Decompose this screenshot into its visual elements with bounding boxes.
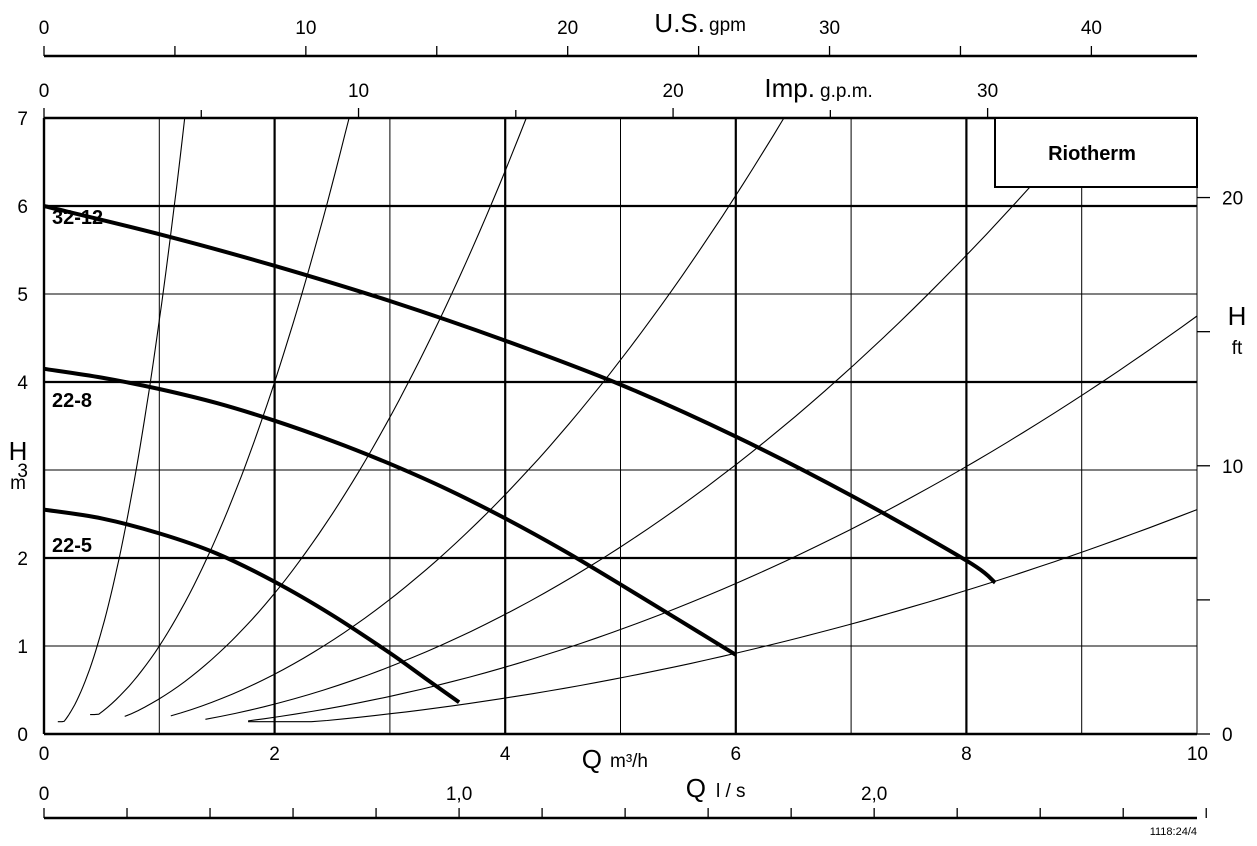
system-curve-7 <box>248 509 1198 723</box>
right-tick-label-10: 10 <box>1222 457 1243 478</box>
x-tick-label-8: 8 <box>961 744 972 765</box>
curve-label-22-5: 22-5 <box>52 535 92 557</box>
x-tick-label-0: 0 <box>39 744 50 765</box>
imp-gpm-tick-label-10: 10 <box>348 81 369 102</box>
imp-gpm-tick-label-20: 20 <box>663 81 684 102</box>
pump-curve-22-5 <box>43 507 461 704</box>
y-axis-label: H <box>9 436 28 466</box>
bottom-axis-ls-unit: l / s <box>716 781 746 802</box>
ls-tick-label-0: 0 <box>39 784 50 805</box>
y-axis-unit: m <box>10 473 26 494</box>
imp-gpm-tick-label-30: 30 <box>977 81 998 102</box>
brand-box: Riotherm <box>994 117 1198 188</box>
top-axis-imp-label: Imp. <box>764 73 815 103</box>
y-tick-label-3: 3 <box>17 461 28 482</box>
system-curve-2 <box>90 117 350 716</box>
reference-code: 1118:24/4 <box>1150 826 1197 838</box>
ls-tick-label-1: 1,0 <box>446 784 472 805</box>
us-gpm-tick-label-10: 10 <box>295 18 316 39</box>
y-tick-label-6: 6 <box>17 197 28 218</box>
y-tick-label-7: 7 <box>17 109 28 130</box>
imp-gpm-tick-label-0: 0 <box>39 81 50 102</box>
x-tick-label-6: 6 <box>731 744 742 765</box>
curve-label-32-12: 32-12 <box>52 207 103 229</box>
curve-label-22-8: 22-8 <box>52 390 92 412</box>
x-tick-label-2: 2 <box>269 744 280 765</box>
right-axis-label: H <box>1228 301 1247 331</box>
pump-curve-32-12 <box>43 204 997 585</box>
top-axis-imp-unit: g.p.m. <box>820 81 873 102</box>
us-gpm-tick-label-30: 30 <box>819 18 840 39</box>
us-gpm-tick-label-0: 0 <box>39 18 50 39</box>
pump-curve-22-8 <box>43 366 737 657</box>
system-curve-5 <box>205 117 1091 720</box>
system-curve-4 <box>170 117 785 717</box>
ls-tick-label-2: 2,0 <box>861 784 887 805</box>
system-curve-3 <box>124 117 527 717</box>
x-tick-label-10: 10 <box>1187 744 1208 765</box>
bottom-axis-ls-label: Q <box>686 773 706 803</box>
top-axis-us-label: U.S. <box>654 8 705 38</box>
right-tick-label-20: 20 <box>1222 189 1243 210</box>
us-gpm-tick-label-20: 20 <box>557 18 578 39</box>
top-axis-us-unit: gpm <box>709 15 746 36</box>
y-tick-label-0: 0 <box>17 725 28 746</box>
right-axis-unit: ft <box>1232 338 1243 359</box>
right-tick-label-0: 0 <box>1222 725 1233 746</box>
grid-layer <box>44 118 1197 734</box>
y-tick-label-5: 5 <box>17 285 28 306</box>
y-tick-label-4: 4 <box>17 373 28 394</box>
brand-box-frame <box>994 117 1198 188</box>
y-tick-label-1: 1 <box>17 637 28 658</box>
x-axis-label: Q <box>582 744 602 774</box>
system-curve-1 <box>57 117 186 723</box>
system-curve-6 <box>248 315 1198 722</box>
brand-label: Riotherm <box>1048 143 1136 165</box>
y-tick-label-2: 2 <box>17 549 28 570</box>
curves-layer: 32-12 22-8 22-5 <box>43 117 1198 723</box>
x-axis-unit: m³/h <box>610 751 648 772</box>
us-gpm-tick-label-40: 40 <box>1081 18 1102 39</box>
x-tick-label-4: 4 <box>500 744 511 765</box>
